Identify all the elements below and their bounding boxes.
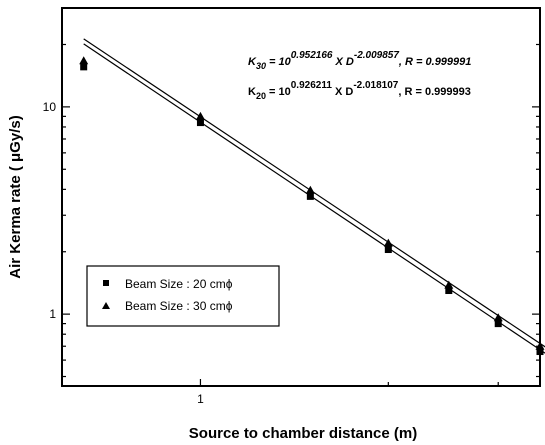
point-triangle [195,111,205,120]
fit-equation-30: K30 = 100.952166 X D-2.009857, R = 0.999… [248,50,471,71]
legend: Beam Size : 20 cmϕ Beam Size : 30 cmϕ [86,265,280,327]
x-axis-title: Source to chamber distance (m) [189,425,417,442]
point-square [445,287,453,295]
point-triangle [493,313,503,322]
plot-frame [61,7,541,387]
point-square [196,119,204,127]
legend-box [86,265,280,327]
point-square [306,192,314,200]
fit-equation-20: K20 = 100.926211 X D-2.018107, R = 0.999… [248,80,471,101]
x-tick-label: 1 [197,392,204,406]
y-tick-label: 10 [43,100,57,114]
svg-text:K20 = 100.926211 X D-2.018107,: K20 = 100.926211 X D-2.018107, R = 0.999… [248,80,471,101]
y-tick-label: 1 [49,307,56,321]
legend-marker-square [103,280,109,286]
axis-ticks [62,43,540,386]
fit-lines [83,38,545,354]
legend-label-20: Beam Size : 20 cmϕ [125,277,233,291]
point-square [494,320,502,328]
tick-labels: 1 1 10 [43,100,204,406]
point-triangle [383,238,393,247]
svg-text:K30 = 100.952166 X D-2.009857,: K30 = 100.952166 X D-2.009857, R = 0.999… [248,50,471,71]
point-square [80,63,88,71]
point-triangle [535,341,545,350]
point-triangle [305,185,315,194]
point-triangle [444,280,454,289]
point-triangle [79,56,89,65]
fit-line-30 [83,38,545,348]
point-square [384,246,392,254]
y-axis-title: Air Kerma rate ( μGy/s) [7,115,24,278]
point-square [536,348,544,356]
data-points [79,56,545,356]
legend-marker-triangle [102,302,110,309]
legend-label-30: Beam Size : 30 cmϕ [125,299,233,313]
fit-line-20 [83,43,545,354]
